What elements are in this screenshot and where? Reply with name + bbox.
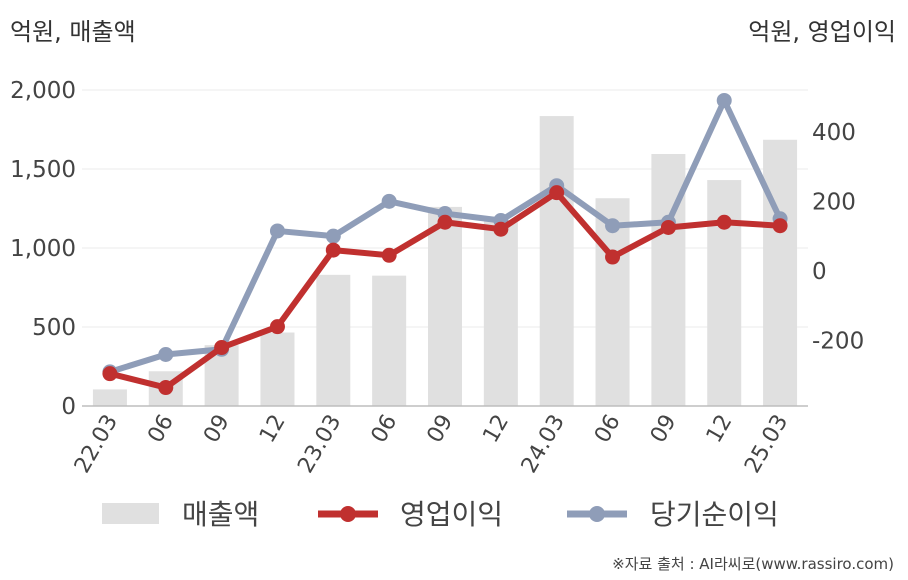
bar-revenue (316, 274, 351, 406)
x-tick-label: 25.03 (740, 411, 793, 478)
point-operating (493, 221, 509, 237)
bar-revenue (763, 139, 798, 406)
bar-revenue (428, 206, 462, 406)
point-operating (381, 247, 397, 263)
legend-swatch-net-marker (589, 506, 605, 522)
legend-label-revenue: 매출액 (182, 498, 259, 531)
legend-swatch-operating-marker (340, 506, 356, 522)
right-tick-label: -200 (812, 329, 864, 355)
point-operating (269, 319, 285, 335)
legend: 매출액 영업이익 당기순이익 (102, 498, 779, 531)
x-tick-label: 09 (423, 411, 459, 448)
point-operating (158, 380, 174, 396)
point-operating (214, 340, 230, 356)
point-operating (605, 249, 621, 265)
x-tick-label: 06 (143, 411, 179, 448)
bar-revenue (372, 275, 407, 406)
x-tick-label: 09 (199, 411, 235, 448)
source-note: ※자료 출처 : AI라씨로(www.rassiro.com) (612, 555, 894, 573)
x-tick-label: 12 (478, 411, 514, 448)
point-operating (716, 214, 732, 230)
bar-revenue (539, 116, 574, 406)
right-axis-unit: 억원, 영업이익 (748, 18, 896, 46)
line-series (102, 92, 788, 396)
x-tick-label: 12 (702, 411, 738, 448)
point-operating (660, 219, 676, 235)
point-operating (325, 242, 341, 258)
x-tick-label: 22.03 (70, 411, 123, 478)
left-tick-label: 500 (32, 315, 76, 341)
point-net (605, 218, 621, 234)
x-tick-label: 06 (367, 411, 403, 448)
left-tick-label: 0 (61, 394, 76, 420)
legend-label-operating: 영업이익 (400, 498, 503, 531)
bar-revenue (707, 180, 742, 406)
point-operating (772, 218, 788, 234)
x-tick-label: 06 (590, 411, 626, 448)
left-tick-label: 1,000 (10, 236, 76, 262)
left-axis-unit: 억원, 매출액 (10, 18, 136, 46)
point-net (716, 92, 732, 108)
point-net (269, 223, 285, 239)
x-tick-label: 12 (255, 411, 291, 448)
bar-revenue (483, 220, 518, 406)
point-operating (102, 366, 118, 382)
x-tick-label: 09 (646, 411, 682, 448)
x-tick-label: 24.03 (517, 411, 570, 478)
legend-swatch-revenue (102, 503, 159, 524)
x-tick-label: 23.03 (293, 411, 346, 478)
point-net (158, 346, 174, 362)
right-tick-label: 0 (812, 259, 827, 285)
right-tick-label: 400 (812, 120, 856, 146)
bar-revenue (260, 332, 295, 406)
legend-label-net: 당기순이익 (650, 498, 779, 531)
bar-revenue (92, 389, 127, 406)
left-tick-label: 2,000 (10, 78, 76, 104)
left-tick-label: 1,500 (10, 157, 76, 183)
point-operating (437, 214, 453, 230)
point-net (325, 228, 341, 244)
point-operating (549, 185, 565, 201)
point-net (381, 193, 397, 209)
right-tick-label: 200 (812, 189, 856, 215)
